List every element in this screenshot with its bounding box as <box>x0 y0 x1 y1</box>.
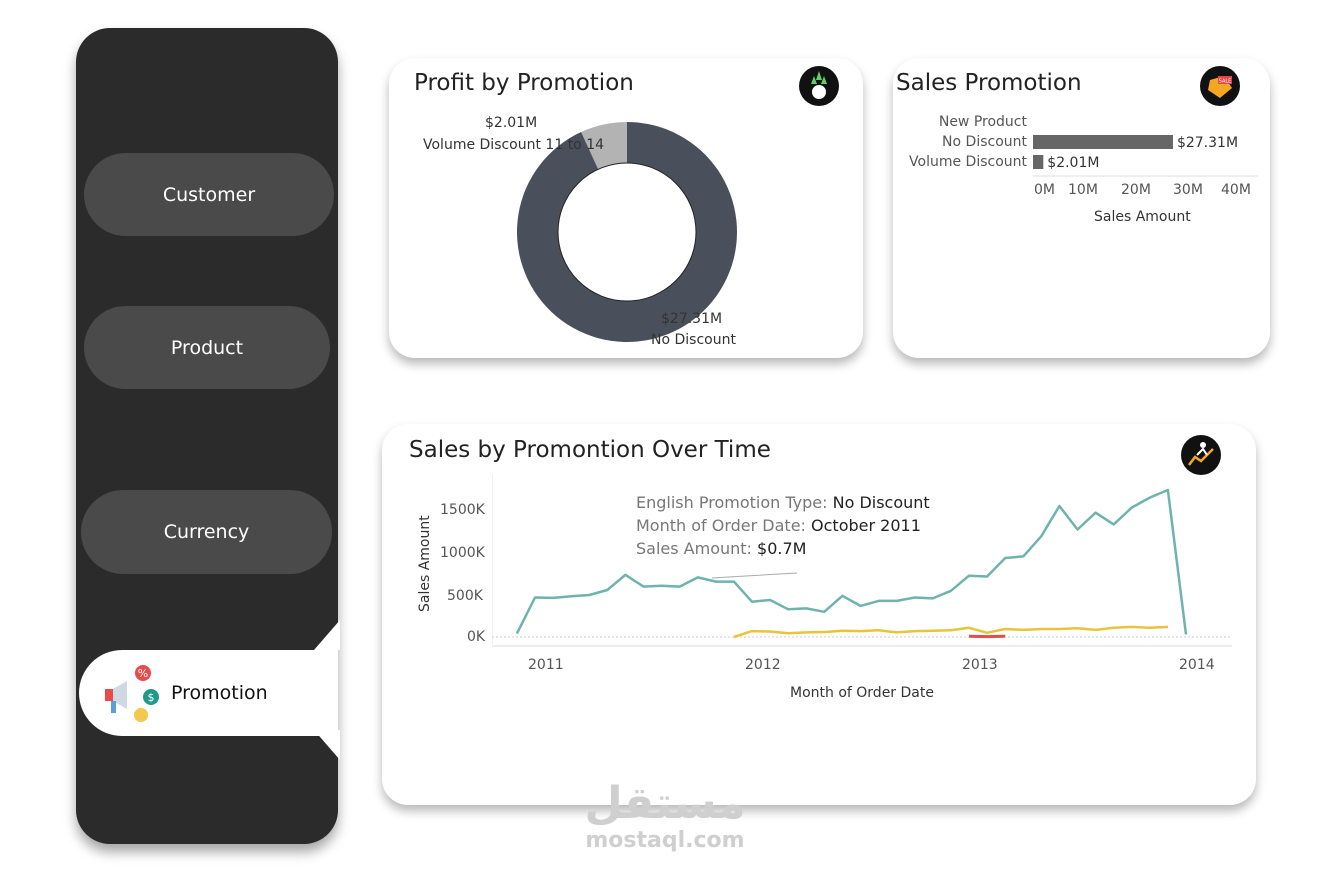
sales-promotion-bar-chart: $27.31M $2.01M <box>1033 135 1258 177</box>
line-y-tick: 1000K <box>440 545 485 561</box>
sale-tag-icon: SALE <box>1200 66 1240 106</box>
line-x-axis-title: Month of Order Date <box>790 685 934 701</box>
bar-axis-tick: 20M <box>1121 182 1151 198</box>
bar-axis-tick: 30M <box>1173 182 1203 198</box>
runner-chart-icon <box>1181 435 1221 475</box>
bar-value-label: $27.31M <box>1177 135 1238 151</box>
chart-tooltip: English Promotion Type: No Discount Mont… <box>636 491 930 560</box>
line-x-tick: 2012 <box>745 657 781 673</box>
bar <box>1033 155 1044 169</box>
series-line <box>515 488 1188 635</box>
bar-category-label: New Product <box>938 114 1027 130</box>
megaphone-discount-icon: % $ <box>101 663 161 723</box>
bar-category-label: Volume Discount <box>909 154 1027 170</box>
donut-hole <box>557 162 697 302</box>
donut-label-nodiscount-value: $27.31M <box>661 311 723 327</box>
line-y-tick: 1500K <box>440 502 485 518</box>
svg-text:%: % <box>138 667 148 680</box>
nav-promotion-label: Promotion <box>171 682 268 704</box>
profit-donut-chart <box>517 122 737 342</box>
sales-promotion-title: Sales Promotion <box>896 70 1082 96</box>
bar-axis-tick: 10M <box>1068 182 1098 198</box>
svg-text:SALE: SALE <box>1219 79 1232 85</box>
svg-text:$: $ <box>148 691 155 704</box>
watermark-logo: مستقل mostaql.com <box>584 780 746 854</box>
active-notch <box>314 620 340 760</box>
line-y-axis-title: Sales Amount <box>417 515 433 612</box>
series-line <box>733 625 1168 639</box>
bar-category-label: No Discount <box>942 134 1027 150</box>
line-x-tick: 2013 <box>962 657 998 673</box>
sales-promotion-card: Sales Promotion SALE New Product No Disc… <box>893 58 1270 358</box>
bar <box>1033 135 1173 149</box>
sales-over-time-title: Sales by Promontion Over Time <box>409 437 771 463</box>
bar-axis-tick: 0M <box>1034 182 1055 198</box>
line-y-tick: 500K <box>447 588 483 604</box>
tooltip-pointer <box>711 572 798 579</box>
tooltip-value: $0.7M <box>757 539 807 558</box>
bar-value-label: $2.01M <box>1047 155 1099 171</box>
tooltip-row: Sales Amount: $0.7M <box>636 537 930 560</box>
tooltip-row: English Promotion Type: No Discount <box>636 491 930 514</box>
profit-card-title: Profit by Promotion <box>414 70 634 96</box>
tooltip-key: English Promotion Type: <box>636 493 828 512</box>
nav-currency-button[interactable]: Currency <box>81 490 332 574</box>
growth-arrows-icon <box>799 66 839 106</box>
line-x-tick: 2014 <box>1179 657 1215 673</box>
profit-by-promotion-card: Profit by Promotion $2.01M Volume Discou… <box>389 58 863 358</box>
nav-promotion-button[interactable]: % $ Promotion <box>79 650 338 736</box>
donut-label-volume-name: Volume Discount 11 to 14 <box>423 137 605 153</box>
nav-product-button[interactable]: Product <box>84 306 330 389</box>
sales-over-time-card: Sales by Promontion Over Time Sales Amou… <box>382 424 1256 805</box>
donut-slice <box>581 122 627 170</box>
tooltip-value: No Discount <box>832 493 930 512</box>
bar-axis-tick: 40M <box>1221 182 1251 198</box>
sales-line-chart <box>492 474 1232 647</box>
donut-label-volume-value: $2.01M <box>485 115 538 131</box>
line-y-tick: 0K <box>467 629 486 645</box>
line-x-tick: 2011 <box>528 657 564 673</box>
tooltip-key: Month of Order Date: <box>636 516 806 535</box>
watermark-arabic: مستقل <box>584 778 746 829</box>
donut-slice <box>517 122 737 342</box>
donut-label-nodiscount-name: No Discount <box>651 332 736 348</box>
tooltip-key: Sales Amount: <box>636 539 752 558</box>
watermark-latin: mostaql.com <box>585 828 745 853</box>
nav-customer-button[interactable]: Customer <box>84 153 334 236</box>
tooltip-row: Month of Order Date: October 2011 <box>636 514 930 537</box>
tooltip-value: October 2011 <box>811 516 921 535</box>
bar-x-axis-title: Sales Amount <box>1094 209 1191 225</box>
